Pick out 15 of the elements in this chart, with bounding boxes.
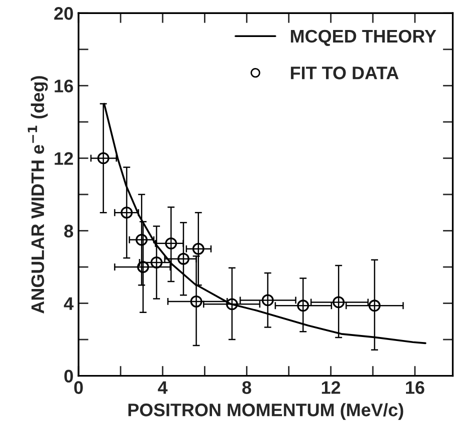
legend-label: FIT TO DATA xyxy=(290,66,399,80)
y-tick-label: 8 xyxy=(64,224,74,238)
y-tick-label: 16 xyxy=(54,80,74,92)
x-tick-label: 8 xyxy=(242,381,252,394)
x-tick-label: 12 xyxy=(322,381,340,394)
x-tick-label: 0 xyxy=(74,381,83,394)
x-axis-title: POSITRON MOMENTUM (MeV/c) xyxy=(128,403,404,420)
x-tick-label: 4 xyxy=(158,381,168,394)
y-tick-label: 4 xyxy=(64,297,74,310)
y-tick-label: 20 xyxy=(54,7,73,20)
legend-label: MCQED THEORY xyxy=(290,30,436,46)
y-tick-label: 0 xyxy=(64,370,73,383)
x-tick-label: 16 xyxy=(406,381,424,394)
y-tick-label: 12 xyxy=(54,152,73,165)
y-axis-title: ANGULAR WIDTH e$^{−1}$ (deg) xyxy=(28,76,48,314)
